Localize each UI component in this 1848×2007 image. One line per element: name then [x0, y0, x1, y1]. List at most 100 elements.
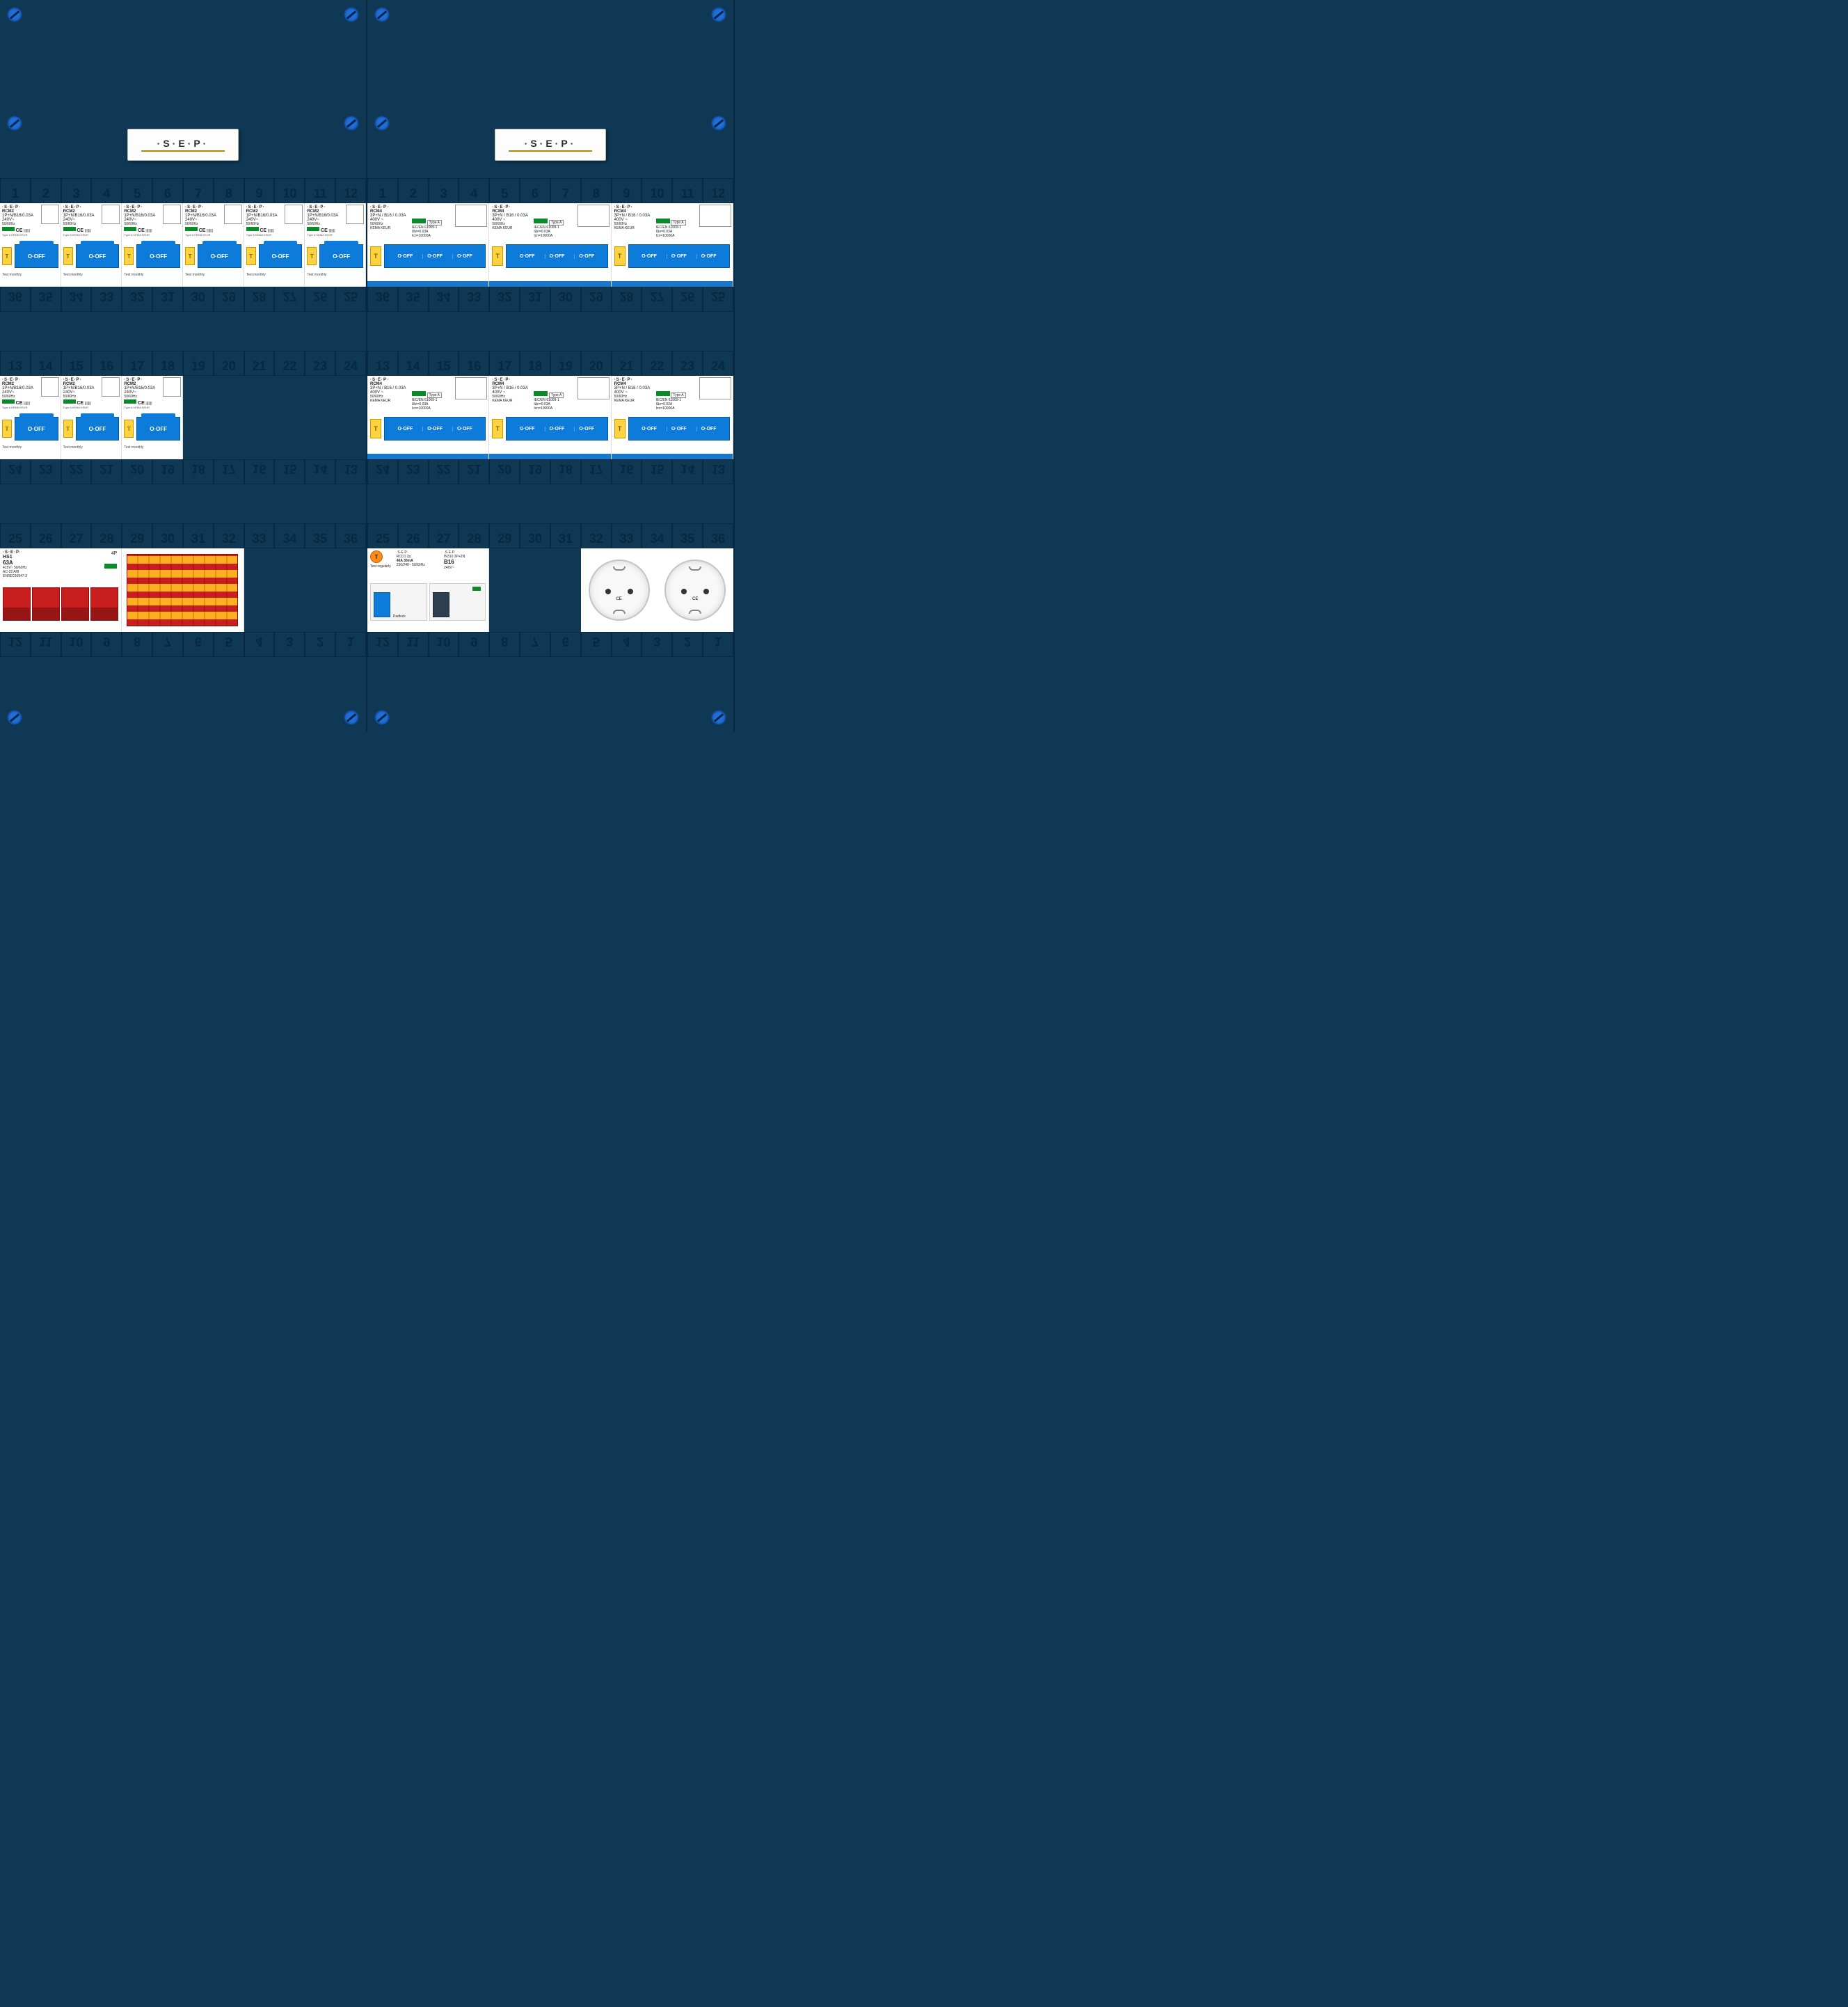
brand-label: ·S·E·P·: [157, 138, 209, 149]
rcm2-lever[interactable]: O·OFF: [76, 244, 120, 268]
socket-pin-icon: [605, 589, 611, 594]
slot-number: 26: [672, 287, 703, 312]
breaker-rcm2[interactable]: ·S·E·P· RCM2 1P+N/B16/0.03A 240V~ 50/60H…: [305, 203, 366, 287]
rcm2-lever[interactable]: O·OFF: [136, 417, 180, 441]
rcm2-test-button[interactable]: T: [185, 247, 195, 265]
slot-number: 36: [367, 287, 398, 312]
rcm4-test-button[interactable]: T: [614, 246, 626, 266]
rcm2-test-button[interactable]: T: [2, 247, 12, 265]
busbar-block: [122, 548, 244, 632]
rcm2-lever[interactable]: O·OFF: [136, 244, 180, 268]
main-switch-lever[interactable]: [3, 587, 31, 621]
breaker-row-1-left: ·S·E·P· RCM2 1P+N/B16/0.03A 240V~ 50/60H…: [0, 203, 366, 287]
base-rail-icon: [612, 281, 733, 287]
main-switch-lever[interactable]: [90, 587, 118, 621]
indicator-green-icon: [534, 219, 548, 223]
rcm2-lever[interactable]: O·OFF: [198, 244, 241, 268]
slot-number: 31: [520, 287, 550, 312]
breaker-rcm2[interactable]: ·S·E·P· RCM2 1P+N/B16/0.03A 240V~ 50/60H…: [122, 376, 183, 459]
socket-outlet[interactable]: CE: [589, 560, 650, 621]
earth-clip-icon: [689, 566, 701, 571]
rcm4-test-button[interactable]: T: [492, 246, 503, 266]
slot-number: 35: [672, 523, 703, 548]
slot-number: 6: [183, 632, 214, 657]
rcm2-test-text: Test monthly: [244, 271, 305, 287]
indicator-green-icon: [472, 587, 481, 591]
rcm2-test-button[interactable]: T: [246, 247, 256, 265]
rcm2-lever[interactable]: O·OFF: [15, 244, 58, 268]
screw-icon: [7, 7, 22, 22]
rcd-test-button[interactable]: T: [370, 550, 383, 563]
rcm2-test-button[interactable]: T: [124, 247, 134, 265]
base-rail-icon: [367, 281, 488, 287]
slot-number: 25: [335, 287, 366, 312]
breaker-rcm4[interactable]: ·S·E·P· RCM4 3P+N / B16 / 0.03A 400V ~ 5…: [367, 203, 489, 287]
rcd-half[interactable]: Padlock: [370, 583, 427, 621]
breaker-rcm4[interactable]: ·S·E·P· RCM4 3P+N / B16 / 0.03A 400V ~ 5…: [612, 203, 733, 287]
circuit-diagram-icon: [699, 377, 731, 399]
rcm4-test-button[interactable]: T: [614, 419, 626, 438]
breaker-rcm2[interactable]: ·S·E·P· RCM2 1P+N/B16/0.03A 240V~ 50/60H…: [122, 203, 183, 287]
breaker-rcm2[interactable]: ·S·E·P· RCM2 1P+N/B16/0.03A 240V~ 50/60H…: [244, 203, 305, 287]
breaker-rcm4[interactable]: ·S·E·P· RCM4 3P+N / B16 / 0.03A 400V ~ 5…: [612, 376, 733, 459]
breaker-rcm4[interactable]: ·S·E·P· RCM4 3P+N / B16 / 0.03A 400V ~ 5…: [489, 376, 611, 459]
rcm4-lever[interactable]: O·OFFO·OFFO·OFF: [384, 417, 486, 441]
rcm2-lever[interactable]: O·OFF: [319, 244, 363, 268]
socket-outlet-pair[interactable]: CE CE: [581, 548, 733, 632]
circuit-diagram-icon: [163, 205, 181, 224]
indicator-green-icon: [534, 391, 548, 396]
indicator-green-icon: [307, 227, 319, 231]
rcm2-test-button[interactable]: T: [63, 247, 73, 265]
mcb-lever[interactable]: [433, 592, 449, 617]
rcd-test-text: Test regularly: [370, 564, 391, 569]
rcm2-lever[interactable]: O·OFF: [76, 417, 120, 441]
rcm2-test-button[interactable]: T: [124, 420, 134, 438]
rcm2-lever[interactable]: O·OFF: [15, 417, 58, 441]
breaker-rcm4[interactable]: ·S·E·P· RCM4 3P+N / B16 / 0.03A 400V ~ 5…: [367, 376, 489, 459]
breaker-rcm4[interactable]: ·S·E·P· RCM4 3P+N / B16 / 0.03A 400V ~ 5…: [489, 203, 611, 287]
main-switch-lever[interactable]: [32, 587, 60, 621]
slot-number: 26: [398, 523, 429, 548]
mcb-half[interactable]: [429, 583, 486, 621]
main-switch-hs1[interactable]: ·S·E·P· HS1 63A 415V~ 50/60Hz AC-22 A/B …: [0, 548, 122, 632]
type-badge: Type A: [427, 392, 442, 398]
socket-pin-icon: [703, 589, 709, 594]
breaker-rcm2[interactable]: ·S·E·P· RCM2 1P+N/B16/0.03A 240V~ 50/60H…: [183, 203, 244, 287]
rcd-lever[interactable]: [374, 592, 390, 617]
breaker-rcm2[interactable]: ·S·E·P· RCM2 1P+N/B16/0.03A 240V~ 50/60H…: [0, 203, 61, 287]
rcm4-test-button[interactable]: T: [492, 419, 503, 438]
rcm4-test-button[interactable]: T: [370, 246, 381, 266]
rcm4-lever[interactable]: O·OFFO·OFFO·OFF: [628, 417, 730, 441]
rcm4-lever[interactable]: O·OFFO·OFFO·OFF: [506, 417, 607, 441]
breaker-row-3-left: ·S·E·P· HS1 63A 415V~ 50/60Hz AC-22 A/B …: [0, 548, 366, 632]
rcm4-lever[interactable]: O·OFFO·OFFO·OFF: [384, 244, 486, 268]
slot-number: 22: [61, 459, 92, 484]
slot-number: 30: [550, 287, 581, 312]
breaker-rcm2[interactable]: ·S·E·P· RCM2 1P+N/B16/0.03A 240V~ 50/60H…: [61, 376, 122, 459]
rcm2-lever[interactable]: O·OFF: [259, 244, 303, 268]
mcb-voltage: 240V~: [444, 566, 486, 570]
rcd-vf: 230/240~ 50/60Hz: [397, 563, 438, 567]
rcd-mcb-combo[interactable]: T Test regularly ·S·E·P· RCD1 2p 40A 30m…: [367, 548, 489, 632]
rcm4-lever[interactable]: O·OFFO·OFFO·OFF: [628, 244, 730, 268]
slot-number: 9: [612, 178, 642, 203]
breaker-row-2-left: ·S·E·P· RCM2 1P+N/B16/0.03A 240V~ 50/60H…: [0, 376, 366, 459]
rcm2-test-button[interactable]: T: [307, 247, 317, 265]
main-switch-lever[interactable]: [61, 587, 89, 621]
rcm2-test-button[interactable]: T: [2, 420, 12, 438]
breaker-rcm2[interactable]: ·S·E·P· RCM2 1P+N/B16/0.03A 240V~ 50/60H…: [0, 376, 61, 459]
rcm4-lever[interactable]: O·OFFO·OFFO·OFF: [506, 244, 607, 268]
rcm4-test-button[interactable]: T: [370, 419, 381, 438]
rcm2-test-text: Test monthly: [0, 444, 61, 459]
socket-outlet[interactable]: CE: [664, 560, 726, 621]
slot-number: 11: [398, 632, 429, 657]
slot-number: 20: [489, 459, 520, 484]
rcm4-icn: Icn=10000A: [412, 234, 442, 238]
slot-number: 28: [91, 523, 122, 548]
slot-number: 23: [31, 459, 61, 484]
breaker-rcm2[interactable]: ·S·E·P· RCM2 1P+N/B16/0.03A 240V~ 50/60H…: [61, 203, 122, 287]
cert-badges: Type A KEMA KEUR: [63, 233, 120, 237]
cert-badges: Type A KEMA KEUR: [124, 406, 180, 409]
rcm2-test-button[interactable]: T: [63, 420, 73, 438]
brand-plate: ·S·E·P·: [127, 129, 239, 161]
